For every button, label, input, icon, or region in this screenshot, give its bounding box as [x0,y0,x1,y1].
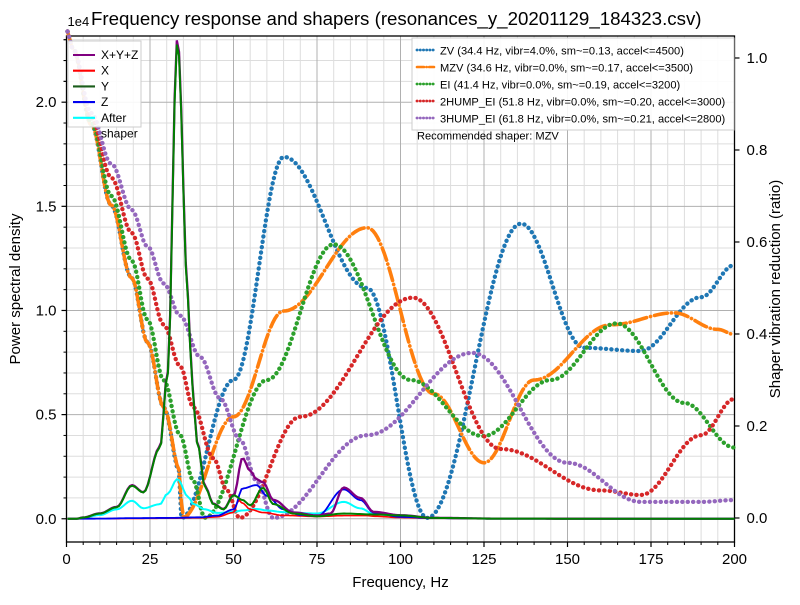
svg-text:0.2: 0.2 [747,418,768,435]
svg-text:Shaper vibration reduction (ra: Shaper vibration reduction (ratio) [767,180,784,398]
svg-text:200: 200 [722,551,747,568]
svg-text:EI (41.4 Hz, vibr=0.0%, sm~=0.: EI (41.4 Hz, vibr=0.0%, sm~=0.19, accel<… [440,80,680,92]
svg-text:150: 150 [555,551,580,568]
svg-text:1e4: 1e4 [68,14,90,29]
svg-text:0.0: 0.0 [36,511,57,528]
svg-text:125: 125 [471,551,496,568]
svg-text:Frequency, Hz: Frequency, Hz [352,574,448,591]
svg-text:X: X [101,64,109,78]
svg-text:25: 25 [142,551,159,568]
svg-text:3HUMP_EI (61.8 Hz, vibr=0.0%,: 3HUMP_EI (61.8 Hz, vibr=0.0%, sm~=0.21, … [440,114,725,126]
svg-text:ZV (34.4 Hz, vibr=4.0%, sm~=0.: ZV (34.4 Hz, vibr=4.0%, sm~=0.13, accel<… [440,46,684,58]
svg-text:0.5: 0.5 [36,407,57,424]
svg-text:0.6: 0.6 [747,234,768,251]
svg-text:1.0: 1.0 [36,302,57,319]
svg-text:0.8: 0.8 [747,142,768,159]
svg-text:shaper: shaper [101,126,138,140]
svg-text:50: 50 [225,551,242,568]
svg-text:75: 75 [309,551,326,568]
svg-text:175: 175 [638,551,663,568]
svg-text:0.0: 0.0 [747,510,768,527]
svg-text:MZV (34.6 Hz, vibr=0.0%, sm~=0: MZV (34.6 Hz, vibr=0.0%, sm~=0.17, accel… [440,63,693,75]
svg-text:Frequency response and shapers: Frequency response and shapers (resonanc… [91,8,702,30]
svg-text:X+Y+Z: X+Y+Z [101,48,138,62]
svg-text:100: 100 [388,551,413,568]
svg-text:Power spectral density: Power spectral density [7,213,24,364]
svg-text:0: 0 [62,551,70,568]
svg-text:2HUMP_EI (51.8 Hz, vibr=0.0%,: 2HUMP_EI (51.8 Hz, vibr=0.0%, sm~=0.20, … [440,97,725,109]
svg-text:1.5: 1.5 [36,198,57,215]
svg-text:After: After [101,111,126,125]
svg-text:1.0: 1.0 [747,50,768,67]
svg-text:0.4: 0.4 [747,326,768,343]
svg-text:Z: Z [101,95,108,109]
svg-text:2.0: 2.0 [36,94,57,111]
svg-text:Recommended shaper: MZV: Recommended shaper: MZV [417,131,559,143]
svg-text:Y: Y [101,79,109,93]
